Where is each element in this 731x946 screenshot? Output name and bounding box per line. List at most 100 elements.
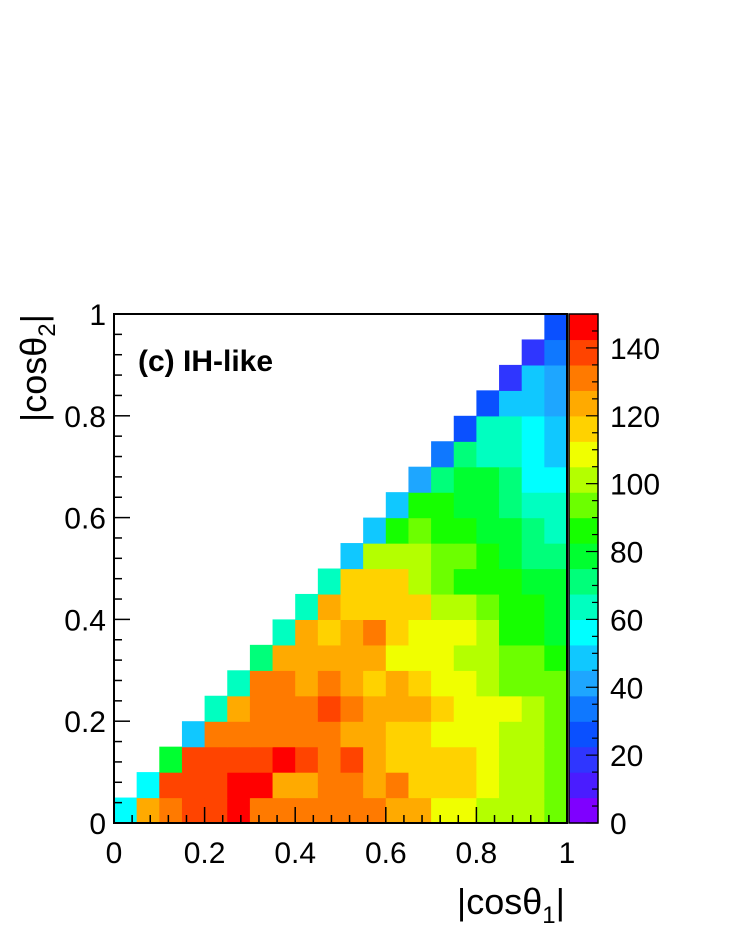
heatmap-cells [114, 314, 568, 824]
heatmap-cell [476, 695, 500, 722]
heatmap-cell [317, 797, 342, 824]
heatmap-cell [227, 797, 251, 824]
heatmap-cell [431, 746, 455, 773]
heatmap-cell [453, 568, 477, 595]
heatmap-cell [227, 721, 251, 748]
colorbar-segment [569, 517, 598, 544]
colorbar-segment [569, 441, 598, 468]
heatmap-cell [408, 593, 432, 620]
heatmap-cell [544, 568, 568, 595]
heatmap-cell [476, 644, 500, 671]
colorbar-segment [569, 415, 598, 442]
heatmap-cell [385, 568, 410, 595]
heatmap-cell [340, 772, 364, 799]
colorbar-tick-label: 100 [610, 469, 660, 502]
heatmap-cell [499, 568, 523, 595]
heatmap-cell [544, 543, 568, 570]
heatmap-cell [499, 721, 523, 748]
heatmap-cell [476, 441, 500, 468]
heatmap-cell [499, 644, 523, 671]
heatmap-cell [317, 670, 342, 697]
x-tick-label: 1 [559, 837, 576, 870]
heatmap-cell [544, 517, 568, 544]
heatmap-cell [340, 670, 364, 697]
heatmap-cell [385, 644, 410, 671]
heatmap-cell [317, 619, 342, 646]
heatmap-cell [363, 721, 387, 748]
heatmap-cell [521, 543, 545, 570]
colorbar: 0 20 40 60 80 100 120 140 [568, 313, 660, 841]
heatmap-cell [385, 772, 410, 799]
heatmap-cell [249, 695, 274, 722]
heatmap-cell [408, 644, 432, 671]
heatmap-cell [521, 593, 545, 620]
heatmap-cell [249, 670, 274, 697]
heatmap-cell [453, 721, 477, 748]
heatmap-cell [453, 772, 477, 799]
heatmap-cell [363, 772, 387, 799]
heatmap-cell [385, 721, 410, 748]
heatmap-cell [272, 695, 296, 722]
colorbar-segment [569, 339, 598, 366]
heatmap-cell [544, 441, 568, 468]
y-tick-label: 0.6 [64, 503, 106, 536]
heatmap-cell [476, 568, 500, 595]
heatmap-cell [544, 466, 568, 493]
heatmap-cell [317, 746, 342, 773]
heatmap-cell [453, 670, 477, 697]
heatmap-cell [159, 797, 183, 824]
heatmap-cell [340, 543, 364, 570]
heatmap-cell [521, 670, 545, 697]
x-tick-label: 0.6 [365, 837, 407, 870]
heatmap-cell [204, 695, 228, 722]
heatmap-cell [499, 695, 523, 722]
heatmap-cell [431, 568, 455, 595]
heatmap-cell [363, 543, 387, 570]
heatmap-cell [499, 517, 523, 544]
heatmap-cell [408, 619, 432, 646]
colorbar-segment [569, 466, 598, 493]
heatmap-cell [544, 492, 568, 519]
heatmap-cell [476, 517, 500, 544]
heatmap-cell [227, 670, 251, 697]
heatmap-cell [521, 746, 545, 773]
colorbar-tick-label: 80 [610, 537, 643, 570]
heatmap-cell [295, 619, 319, 646]
heatmap-cell [408, 517, 432, 544]
heatmap-cell [544, 364, 568, 391]
heatmap-cell [204, 721, 228, 748]
heatmap-cell [181, 746, 206, 773]
colorbar-segment [569, 721, 598, 748]
heatmap-cell [544, 772, 568, 799]
y-tick-label: 1 [89, 299, 106, 332]
colorbar-segment [569, 543, 598, 570]
heatmap-cell [363, 517, 387, 544]
heatmap-cell [317, 593, 342, 620]
colorbar-segment [569, 670, 598, 697]
heatmap-cell [544, 390, 568, 417]
heatmap-cell [544, 670, 568, 697]
heatmap-cell [317, 644, 342, 671]
heatmap-cell [408, 492, 432, 519]
heatmap-cell [272, 746, 296, 773]
heatmap-cell [408, 670, 432, 697]
heatmap-cell [408, 466, 432, 493]
heatmap-cell [431, 797, 455, 824]
heatmap-cell [159, 772, 183, 799]
heatmap-cell [385, 543, 410, 570]
heatmap-cell [363, 746, 387, 773]
heatmap-cell [295, 670, 319, 697]
heatmap-cell [249, 797, 274, 824]
heatmap-cell [385, 695, 410, 722]
heatmap-cell [521, 619, 545, 646]
heatmap-cell [340, 695, 364, 722]
heatmap-cell [521, 492, 545, 519]
heatmap-cell [340, 644, 364, 671]
colorbar-segment [569, 746, 598, 773]
heatmap-cell [295, 695, 319, 722]
heatmap-cell [272, 772, 296, 799]
heatmap-cell [521, 695, 545, 722]
heatmap-cell [453, 517, 477, 544]
heatmap-cell [476, 390, 500, 417]
